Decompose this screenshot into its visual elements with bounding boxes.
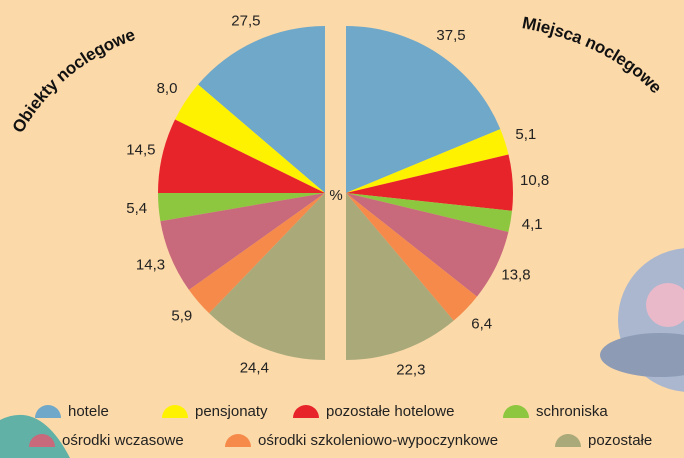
pie-slice	[175, 84, 325, 193]
data-label: 10,8	[520, 172, 549, 189]
legend-label: pensjonaty	[195, 403, 268, 420]
cloud-decoration	[600, 333, 684, 377]
data-label: 5,4	[126, 200, 147, 217]
data-label: 14,5	[126, 141, 155, 158]
center-label: %	[329, 187, 342, 204]
pie-slice	[346, 193, 513, 232]
pie-slice	[160, 193, 325, 290]
pie-slice	[188, 193, 325, 314]
legend-label: schroniska	[536, 403, 608, 420]
pie-slice	[346, 193, 454, 360]
data-label: 5,9	[171, 307, 192, 324]
sleeper-decoration	[646, 283, 684, 327]
data-label: 24,4	[240, 359, 269, 376]
data-label: 5,1	[515, 126, 536, 143]
legend-label: pozostałe hotelowe	[326, 403, 454, 420]
legend-swatch	[503, 405, 529, 418]
legend-label: hotele	[68, 403, 109, 420]
legend-swatch	[293, 405, 319, 418]
legend-label: pozostałe	[588, 432, 652, 449]
pie-slice	[346, 193, 477, 321]
pie-slice	[198, 26, 325, 193]
legend-swatch	[225, 434, 251, 447]
data-label: 27,5	[231, 12, 260, 29]
legend-swatch	[29, 434, 55, 447]
data-label: 14,3	[136, 257, 165, 274]
pie-slice	[346, 129, 509, 193]
legend-label: ośrodki wczasowe	[62, 432, 184, 449]
pie-slice	[346, 26, 501, 193]
pie-slice	[158, 119, 325, 193]
pie-slice	[346, 154, 513, 211]
data-label: 37,5	[436, 27, 465, 44]
pie-slice	[346, 193, 509, 297]
pie-slice	[209, 193, 325, 360]
legend-label: ośrodki szkoleniowo-wypoczynkowe	[258, 432, 498, 449]
legend-swatch	[162, 405, 188, 418]
data-label: 8,0	[157, 80, 178, 97]
data-label: 22,3	[396, 361, 425, 378]
legend-swatch	[555, 434, 581, 447]
data-label: 4,1	[522, 216, 543, 233]
data-label: 6,4	[471, 315, 492, 332]
data-label: 13,8	[501, 267, 530, 284]
legend-swatch	[35, 405, 61, 418]
pie-slice	[158, 193, 325, 222]
